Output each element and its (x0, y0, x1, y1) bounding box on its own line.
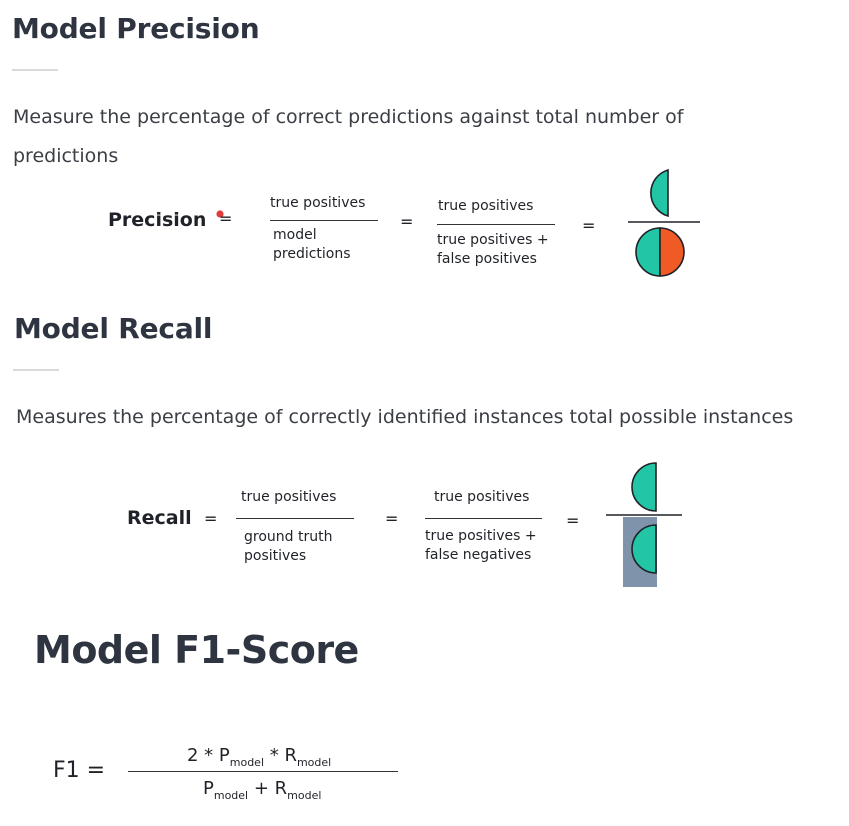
recall-frac1-denominator-line2: positives (244, 548, 307, 564)
recall-frac2-denominator-line2: false negatives (425, 547, 532, 563)
recall-visual-fraction (604, 461, 684, 589)
recall-frac1-line (236, 518, 354, 519)
precision-frac1-denominator-line1: model (273, 227, 317, 243)
precision-description: Measure the percentage of correct predic… (13, 106, 684, 167)
recall-heading-rule (13, 369, 59, 371)
f1-numerator: 2 * Pmodel * Rmodel (187, 745, 332, 769)
precision-equals-2: = (400, 212, 414, 231)
precision-visual-fraction (628, 168, 700, 280)
precision-frac1-numerator: true positives (270, 195, 366, 211)
half-circle-icon (631, 524, 657, 574)
precision-frac2-denominator-line1: true positives + (437, 232, 549, 248)
recall-frac2-line (425, 518, 542, 519)
recall-equals-1: = (204, 509, 218, 528)
precision-equals-1: = (219, 209, 233, 228)
recall-label: Recall (127, 507, 192, 529)
recall-equals-2: = (385, 509, 399, 528)
precision-frac2-denominator-line2: false positives (437, 251, 537, 267)
precision-frac1-line (270, 220, 378, 221)
precision-frac2-line (437, 224, 555, 225)
half-circle-icon (650, 168, 669, 218)
recall-frac2-denominator-line1: true positives + (425, 528, 537, 544)
f1-denominator: Pmodel + Rmodel (203, 778, 322, 802)
recall-description: Measures the percentage of correctly ide… (16, 406, 794, 428)
split-circle-icon (635, 227, 685, 277)
recall-equals-3: = (566, 511, 580, 530)
f1-lhs: F1 = (53, 758, 106, 783)
precision-equals-3: = (582, 216, 596, 235)
recall-frac2-numerator: true positives (434, 489, 530, 505)
recall-frac1-numerator: true positives (241, 489, 337, 505)
cursor-dot-icon (215, 206, 225, 218)
f1-fraction-line (128, 771, 398, 772)
half-circle-icon (631, 462, 657, 512)
precision-heading: Model Precision (12, 12, 260, 45)
f1-heading: Model F1-Score (34, 628, 359, 672)
precision-frac2-numerator: true positives (438, 198, 534, 214)
recall-heading: Model Recall (14, 312, 213, 345)
precision-label: Precision (108, 209, 207, 231)
recall-frac1-denominator-line1: ground truth (244, 529, 333, 545)
precision-frac1-denominator-line2: predictions (273, 246, 351, 262)
precision-heading-rule (12, 69, 58, 71)
